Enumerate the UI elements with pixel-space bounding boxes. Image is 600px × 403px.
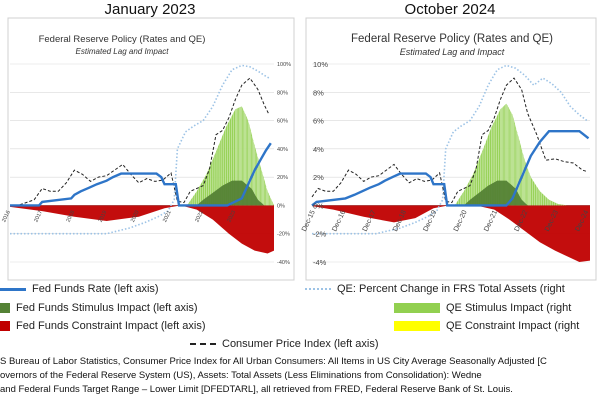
p0-fed-funds-constraint-impact-left-axis-area — [10, 205, 274, 254]
legend-item-fed-funds-rate: Fed Funds Rate (left axis) — [0, 283, 159, 295]
p1-left-tick-label: 0% — [313, 201, 324, 210]
p1-cpi-line — [311, 77, 588, 204]
p1-fed-funds-rate-line — [311, 130, 590, 207]
p1-left-tick-label: 8% — [313, 88, 324, 97]
p1-left-tick-label: -4% — [313, 258, 327, 267]
legend-label: Fed Funds Rate (left axis) — [32, 283, 159, 295]
p0-x-tick-label: 2018 — [66, 210, 77, 224]
p0-x-tick-label: 2021 — [162, 210, 173, 224]
p0-right-tick-label: 20% — [277, 175, 288, 181]
legend-box-swatch — [0, 303, 10, 314]
legend-box-swatch — [394, 321, 440, 332]
legend-label: QE Constraint Impact (right — [446, 320, 580, 332]
p1-fed-funds-constraint-impact-left-axis-area — [312, 205, 590, 262]
p1-left-tick-label: -2% — [313, 230, 327, 239]
legend-line-swatch — [0, 287, 26, 291]
legend-item-qe-constraint: QE Constraint Impact (right — [394, 320, 579, 332]
source-note: S Bureau of Labor Statistics, Consumer P… — [0, 355, 600, 397]
legend-label: QE Stimulus Impact (right — [446, 302, 572, 314]
p0-right-tick-label: 80% — [277, 90, 288, 96]
legend-item-fed-funds-constraint: Fed Funds Constraint Impact (left axis) — [0, 320, 206, 332]
legend-label: Consumer Price Index (left axis) — [222, 338, 379, 350]
p1-left-tick-label: 2% — [313, 173, 324, 182]
chart-subtitle-right: Estimated Lag and Impact — [400, 47, 505, 57]
legend-item-fed-funds-stimulus: Fed Funds Stimulus Impact (left axis) — [0, 302, 198, 314]
legend-dashed-swatch — [190, 343, 216, 346]
chart-title-right: Federal Reserve Policy (Rates and QE) — [351, 33, 553, 45]
legend-box-swatch — [0, 321, 10, 332]
p1-qe-line — [312, 64, 588, 235]
panel-heading-january-2023: January 2023 — [104, 1, 196, 18]
p0-cpi-line — [10, 77, 270, 206]
p0-x-tick-label: 2016 — [1, 210, 12, 224]
chart-title-left: Federal Reserve Policy (Rates and QE) — [39, 34, 206, 45]
p0-x-tick-label: 2020 — [130, 210, 141, 224]
legend-label: Fed Funds Stimulus Impact (left axis) — [16, 302, 198, 314]
p0-right-tick-label: 0% — [277, 203, 285, 209]
legend-item-qe-percent-change: QE: Percent Change in FRS Total Assets (… — [305, 283, 565, 295]
p0-x-tick-label: 2023 — [227, 210, 238, 224]
p1-left-tick-label: 10% — [313, 60, 328, 69]
p0-right-tick-label: -20% — [277, 232, 290, 238]
source-line-2: overnors of the Federal Reserve System (… — [0, 370, 482, 381]
p0-x-tick-label: 2022 — [194, 210, 205, 224]
p0-right-tick-label: -40% — [277, 260, 290, 266]
p1-left-tick-label: 4% — [313, 145, 324, 154]
chart-subtitle-left: Estimated Lag and Impact — [76, 47, 170, 56]
p0-qe-line — [10, 64, 270, 235]
legend-item-qe-stimulus: QE Stimulus Impact (right — [394, 302, 571, 314]
source-line-1: S Bureau of Labor Statistics, Consumer P… — [0, 356, 547, 367]
p0-x-tick-label: 2019 — [98, 210, 109, 224]
legend-item-cpi: Consumer Price Index (left axis) — [190, 338, 379, 350]
legend-box-swatch — [394, 303, 440, 314]
p1-qe-stimulus-impact-right-area — [454, 103, 568, 206]
p1-left-tick-label: 6% — [313, 117, 324, 126]
p0-right-tick-label: 60% — [277, 119, 288, 125]
chart-canvas: Federal Reserve Policy (Rates and QE) Es… — [1, 17, 597, 281]
p0-right-tick-label: 100% — [277, 62, 291, 68]
p0-x-tick-label: 2017 — [33, 210, 44, 224]
source-line-3: and Federal Funds Target Range – Lower L… — [0, 384, 513, 395]
panel-heading-october-2024: October 2024 — [404, 1, 496, 18]
legend-label: Fed Funds Constraint Impact (left axis) — [16, 320, 206, 332]
legend-dotted-swatch — [305, 288, 331, 291]
p0-right-tick-label: 40% — [277, 147, 288, 153]
legend-label: QE: Percent Change in FRS Total Assets (… — [337, 283, 565, 295]
p0-fed-funds-rate-line — [10, 142, 272, 207]
